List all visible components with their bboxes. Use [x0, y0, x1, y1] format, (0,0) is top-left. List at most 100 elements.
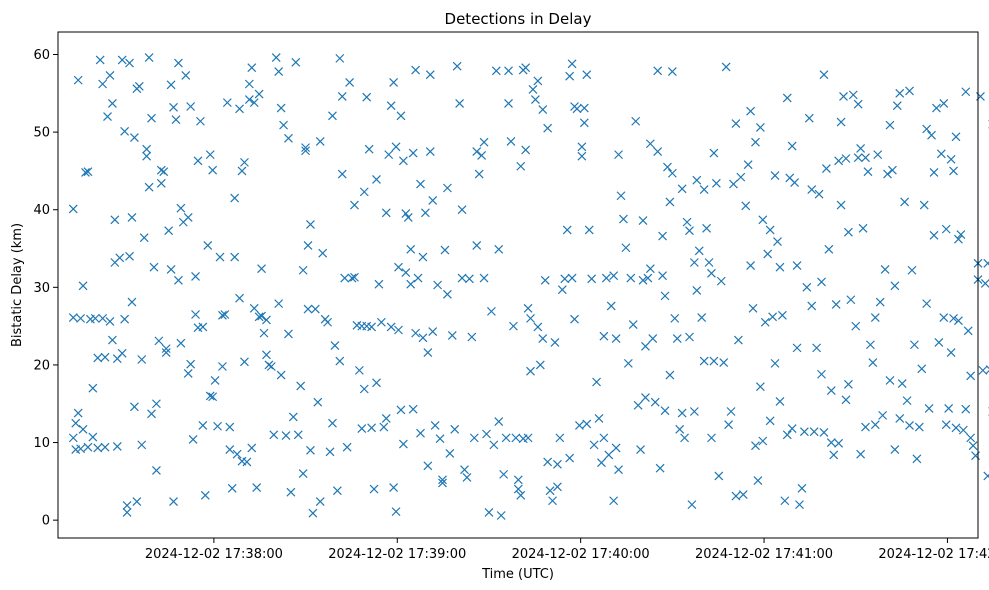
data-point	[425, 147, 435, 156]
data-point	[599, 331, 609, 341]
data-point	[553, 459, 562, 469]
data-point	[949, 313, 958, 323]
data-point	[748, 303, 758, 313]
data-point	[865, 340, 875, 350]
data-point	[428, 195, 438, 205]
data-point	[132, 497, 142, 506]
data-point	[741, 201, 751, 211]
data-point	[242, 457, 252, 467]
data-point	[944, 403, 954, 413]
data-point	[303, 240, 313, 250]
data-point	[523, 303, 533, 313]
data-point	[391, 142, 401, 152]
data-point	[936, 149, 946, 159]
data-point	[112, 441, 122, 451]
data-point	[479, 273, 489, 283]
data-point	[768, 312, 778, 322]
data-point	[577, 151, 587, 161]
data-point	[927, 130, 936, 140]
data-point	[252, 483, 262, 492]
data-point	[533, 322, 543, 332]
data-point	[616, 191, 626, 201]
data-point	[335, 356, 345, 366]
data-point	[337, 91, 347, 101]
data-point	[533, 76, 543, 86]
data-point	[73, 408, 83, 418]
data-point	[129, 402, 139, 412]
data-point	[137, 355, 147, 364]
data-point	[621, 243, 631, 253]
data-point	[447, 331, 457, 340]
data-point	[484, 507, 494, 517]
data-point	[445, 448, 455, 458]
data-point	[506, 137, 516, 146]
data-point	[144, 53, 154, 63]
data-point	[286, 487, 296, 497]
data-point	[707, 268, 716, 278]
data-markers	[68, 53, 989, 520]
data-point	[276, 370, 286, 380]
data-point	[330, 341, 340, 350]
data-point	[826, 386, 836, 395]
data-point	[425, 70, 435, 80]
data-point	[521, 145, 531, 155]
data-point	[398, 156, 408, 166]
data-point	[521, 63, 531, 73]
plot-area-frame	[57, 31, 979, 539]
data-point	[910, 340, 919, 350]
data-point	[499, 469, 509, 479]
data-point	[274, 67, 284, 77]
data-point	[127, 297, 137, 307]
data-point	[609, 496, 619, 506]
data-point	[946, 154, 956, 164]
data-point	[611, 443, 621, 453]
data-point	[729, 179, 738, 189]
data-point	[227, 483, 237, 493]
y-tick-label: 30	[33, 281, 50, 296]
data-point	[125, 251, 134, 261]
data-point	[939, 98, 949, 108]
data-point	[200, 490, 210, 500]
data-point	[846, 295, 856, 305]
data-point	[218, 310, 227, 320]
data-point	[494, 244, 504, 254]
data-point	[384, 150, 394, 160]
data-point	[472, 240, 482, 250]
data-point	[758, 215, 768, 225]
data-point	[738, 490, 748, 499]
data-point	[281, 431, 291, 440]
data-point	[205, 150, 215, 160]
data-point	[954, 234, 963, 244]
data-point	[110, 215, 120, 225]
data-point	[161, 348, 171, 357]
data-point	[271, 53, 281, 63]
data-point	[169, 102, 178, 112]
x-axis-ticks: 2024-12-02 17:38:00 2024-12-02 17:39:00 20…	[145, 538, 989, 562]
data-point	[464, 274, 474, 284]
data-point	[477, 150, 487, 160]
data-point	[391, 507, 401, 517]
data-point	[594, 414, 604, 423]
data-point	[687, 500, 697, 510]
data-point	[658, 271, 667, 281]
data-point	[81, 168, 90, 177]
data-point	[301, 143, 310, 153]
data-point	[819, 70, 829, 80]
data-point	[215, 252, 225, 262]
data-point	[105, 317, 115, 326]
x-axis-label: Time (UTC)	[481, 567, 554, 582]
data-point	[196, 116, 205, 126]
data-point	[249, 98, 259, 108]
data-point	[208, 165, 218, 175]
data-point	[73, 75, 83, 85]
data-point	[660, 291, 670, 301]
data-point	[682, 217, 692, 227]
data-point	[763, 249, 773, 259]
y-tick-label: 20	[33, 358, 50, 373]
data-point	[210, 376, 220, 385]
data-point	[697, 313, 707, 323]
data-point	[790, 178, 800, 187]
data-point	[433, 280, 443, 290]
data-point	[582, 419, 592, 429]
